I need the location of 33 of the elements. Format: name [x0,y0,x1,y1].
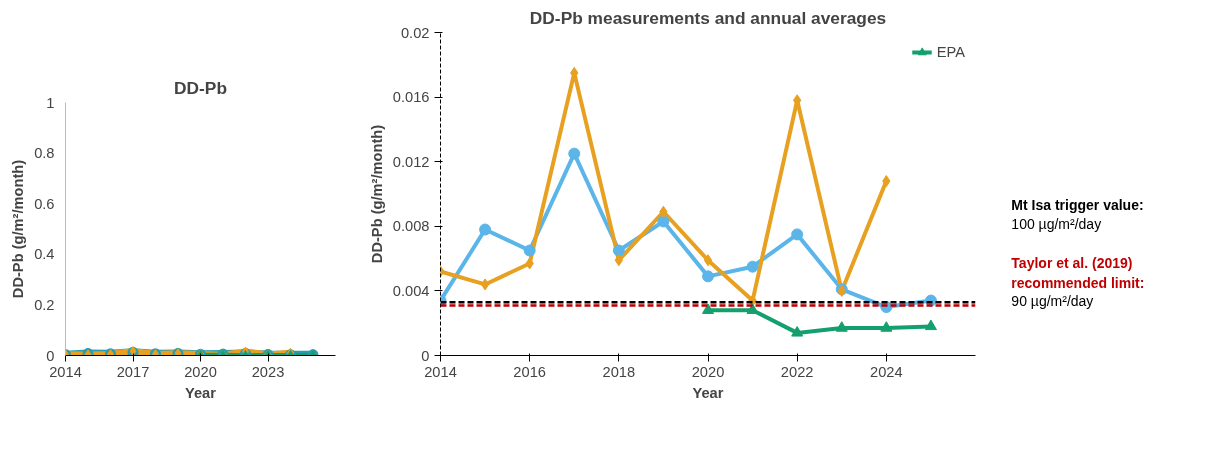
y-tick-label: 0.8 [34,145,55,162]
y-axis-title: DD-Pb (g/m²/month) [368,124,385,264]
y-tick-label: 0.012 [392,153,430,170]
ref-line-label: Taylor et al. (2019) recommended limit: [1011,255,1145,291]
y-tick-label: 0.4 [34,246,55,263]
x-axis-title: Year [185,384,217,401]
ref-line-label: Mt Isa trigger value: [1011,196,1144,213]
text: 100 µg/m²/day [1011,215,1102,232]
x-tick-label: 2024 [870,363,903,380]
x-tick-label: 2014 [424,363,457,380]
legend-label: EPA [936,44,965,60]
chart-title: DD-Pb measurements and annual averages [529,7,887,28]
x-tick-label: 2018 [602,363,636,380]
y-tick-label: 0.004 [392,282,430,299]
text: 90 µg/m²/day [1011,293,1094,310]
y-tick-label: 0.2 [34,296,55,313]
x-tick-label: 2023 [251,363,285,380]
y-axis-title: DD-Pb (g/m²/month) [10,159,27,299]
y-tick-label: 0 [421,347,430,364]
x-tick-label: 2022 [780,363,814,380]
x-tick-label: 2017 [116,363,150,380]
x-tick-label: 2020 [184,363,217,380]
y-tick-label: 1 [46,94,55,111]
y-tick-label: 0 [46,347,55,364]
y-tick-label: 0.016 [392,89,430,106]
chart-title: DD-Pb [174,77,227,98]
y-tick-label: 0.02 [400,24,430,41]
y-tick-label: 0.6 [34,195,55,212]
x-tick-label: 2014 [49,363,82,380]
x-tick-label: 2016 [513,363,546,380]
y-tick-label: 0.008 [392,218,430,235]
x-tick-label: 2020 [691,363,725,380]
x-axis-title: Year [692,384,724,401]
